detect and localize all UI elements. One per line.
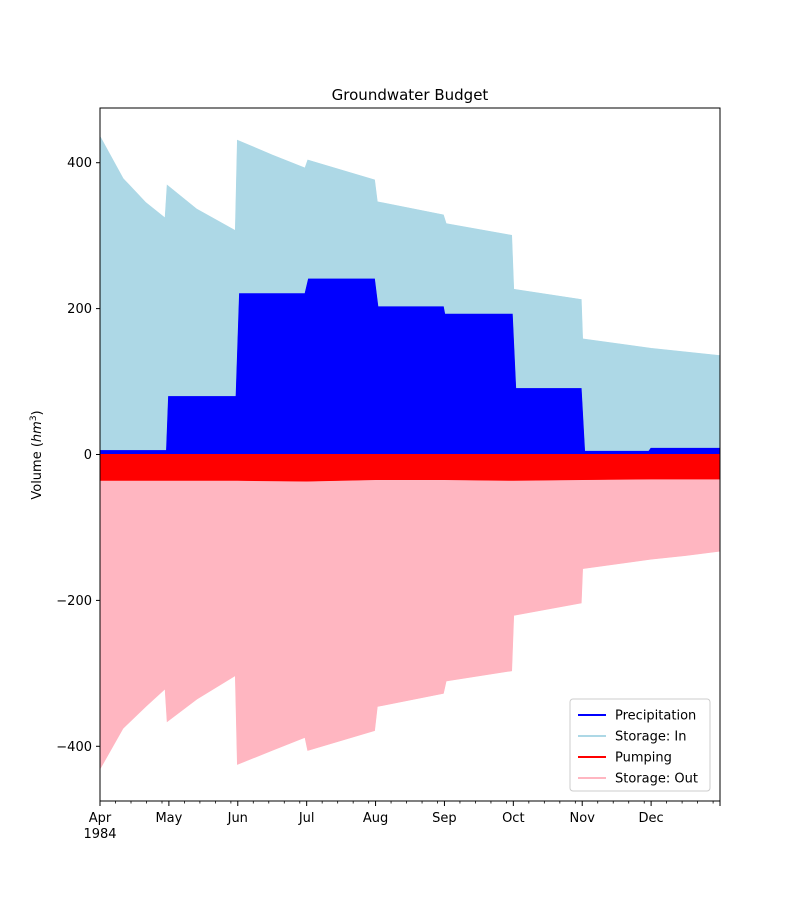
x-tick-label: Sep xyxy=(432,811,457,826)
legend-box xyxy=(569,698,711,792)
legend-label: Storage: In xyxy=(615,730,686,745)
y-tick-label: 200 xyxy=(67,302,92,317)
y-tick-label: −200 xyxy=(56,594,92,609)
y-axis-label-unit: hm xyxy=(30,421,45,442)
legend-label: Pumping xyxy=(615,751,672,766)
y-tick-label: −400 xyxy=(56,740,92,755)
series-group xyxy=(100,136,720,770)
series-line-storage-out xyxy=(100,550,720,769)
plot-area xyxy=(99,107,721,802)
y-tick-label: 400 xyxy=(67,156,92,171)
series-line-precipitation xyxy=(100,278,720,453)
series-area-pumping xyxy=(100,454,720,482)
series-line-pumping xyxy=(100,477,720,482)
x-tick-label: May xyxy=(155,811,182,826)
y-axis-label-close: ) xyxy=(30,410,45,415)
x-tick-year: 1984 xyxy=(83,827,116,842)
x-tick-label: Apr xyxy=(89,811,112,826)
legend: Precipitation Storage: In Pumping Storage: … xyxy=(569,698,711,792)
x-tick-label: Jul xyxy=(298,811,315,826)
y-tick-label: 0 xyxy=(84,448,92,463)
x-tick-label: Aug xyxy=(363,811,388,826)
y-axis-label-main: Volume ( xyxy=(30,442,45,500)
legend-label: Precipitation xyxy=(615,709,696,724)
x-tick-label: Dec xyxy=(639,811,664,826)
y-axis-label: Volume (hm3) xyxy=(29,410,45,499)
x-tick-label: Nov xyxy=(570,811,596,826)
series-line-storage-in xyxy=(100,136,720,357)
legend-label: Storage: Out xyxy=(615,772,698,787)
x-tick-label: Jun xyxy=(227,811,248,826)
axis-ticks: −400 −200 0 200 400 Apr May Jun Jul Aug Sep Oct Nov D… xyxy=(56,156,721,842)
chart-title: Groundwater Budget xyxy=(332,86,489,104)
y-axis-label-exponent: 3 xyxy=(29,415,39,421)
x-tick-label: Oct xyxy=(502,811,524,826)
